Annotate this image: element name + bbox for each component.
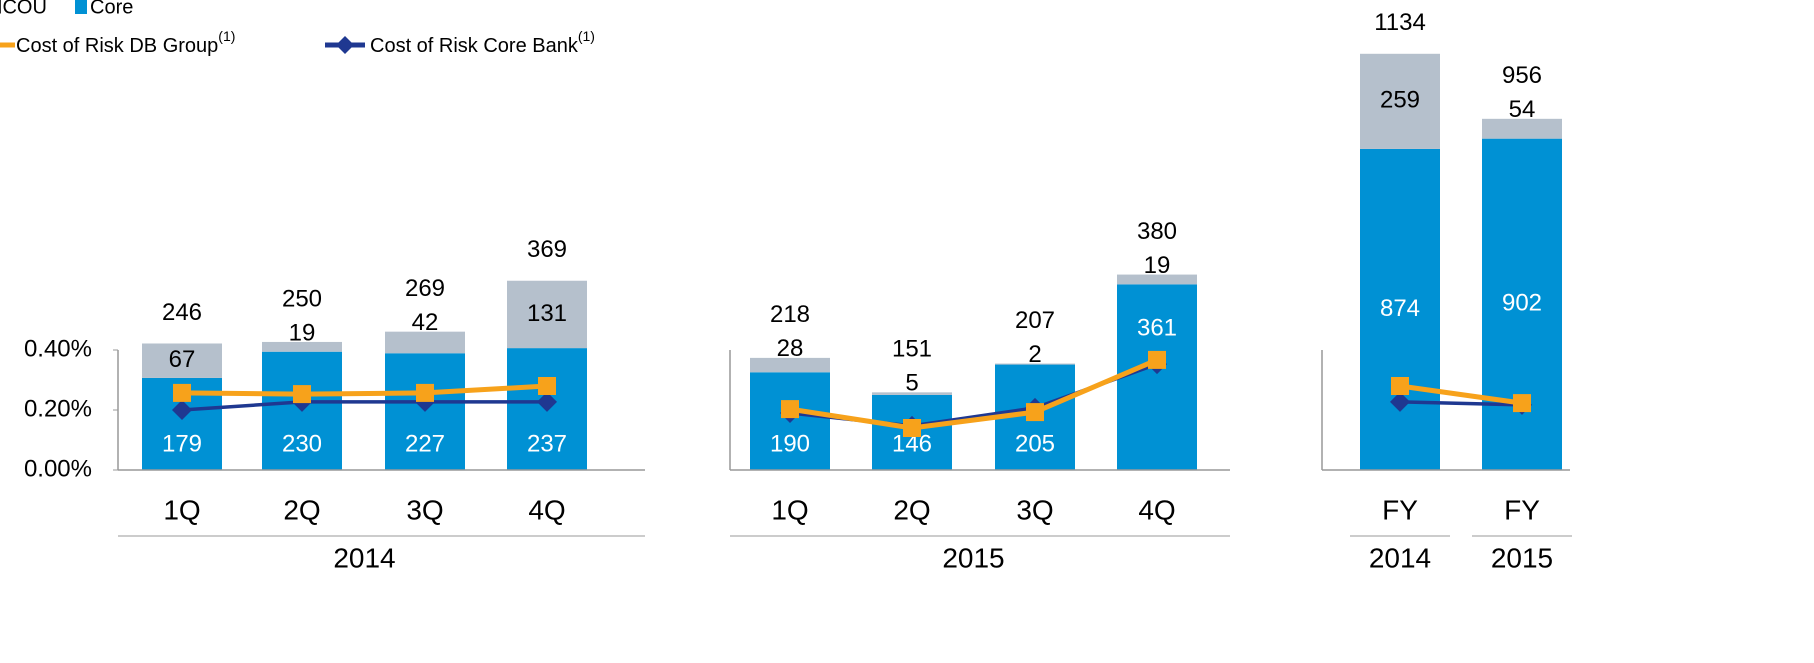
total-label: 369 [527,236,567,263]
legend-note: (1) [578,28,595,44]
group-label: 2015 [1491,542,1553,573]
x-tick-label: 1Q [771,494,808,525]
marker-diamond [537,391,557,412]
total-label: 250 [282,285,322,312]
bar-ncou [750,357,830,373]
core-label: 902 [1502,290,1542,317]
legend-label: Cost of Risk DB Group(1) [16,28,235,58]
bar-ncou [142,343,222,378]
legend-name: Cost of Risk DB Group [16,35,218,57]
line-square [181,383,548,397]
x-tick-label: 3Q [1016,494,1053,525]
legend-note: (1) [218,28,235,44]
core-label: 237 [527,430,567,457]
total-label: 269 [405,275,445,302]
ncou-label: 28 [777,335,804,362]
bar-ncou [385,331,465,354]
ncou-label: 5 [905,370,918,397]
group-label: 2014 [1369,542,1431,573]
total-label: 218 [770,301,810,328]
line-square [789,357,1158,431]
group-label: 2014 [333,542,395,573]
ncou-label: 259 [1380,87,1420,114]
x-tick-label: 4Q [1138,494,1175,525]
x-tick-label: 4Q [528,494,565,525]
x-tick-label: 2Q [893,494,930,525]
marker-square [1148,350,1166,369]
total-label: 207 [1015,307,1055,334]
total-label: 380 [1137,218,1177,245]
legend-name: Cost of Risk Core Bank [370,35,579,57]
x-tick-label: FY [1504,494,1540,525]
bar-ncou [1117,274,1197,285]
line-diamond [1399,400,1523,407]
total-label: 246 [162,299,202,326]
x-tick-label: FY [1382,494,1418,525]
core-label: 874 [1380,295,1420,322]
total-label: 151 [892,336,932,363]
marker-square [538,377,556,395]
ncou-label: 54 [1509,96,1536,123]
y2-tick-label: 0.40% [24,335,92,362]
total-label: 956 [1502,62,1542,89]
x-tick-label: 2Q [283,494,320,525]
legend-swatch [75,0,87,14]
x-tick-label: 1Q [163,494,200,525]
line-diamond [181,400,547,412]
marker-square [1513,394,1531,413]
marker-square [781,400,799,419]
ncou-label: 19 [289,319,316,346]
ncou-label: 131 [527,300,567,327]
legend-label: Cost of Risk Core Bank(1) [370,28,595,58]
marker-square [416,383,434,402]
core-label: 227 [405,430,445,457]
bar-ncou [262,341,342,352]
y2-tick-label: 0.20% [24,395,92,422]
core-label: 179 [162,430,202,457]
bar-ncou [507,280,587,349]
marker-square [903,419,921,437]
marker-diamond [172,400,192,420]
bar-ncou [872,392,952,395]
marker-diamond [1390,391,1410,412]
marker-square [1391,377,1409,395]
marker-square [173,383,191,402]
legend-marker [336,36,354,54]
group-label: 2015 [942,542,1004,573]
core-label: 205 [1015,430,1055,457]
core-label: 190 [770,430,810,457]
bar-ncou [1482,118,1562,139]
bar-core [1360,148,1440,470]
total-label: 1134 [1374,9,1426,36]
y2-tick-label: 0.00% [24,455,92,482]
bar-ncou [995,363,1075,365]
legend-label: NCOU [0,0,47,18]
ncou-label: 2 [1028,341,1041,368]
ncou-label: 42 [412,309,439,336]
ncou-label: 19 [1144,252,1171,279]
core-label: 230 [282,430,322,457]
marker-square [293,385,311,404]
core-label: 361 [1137,315,1177,342]
legend-label: Core [90,0,133,18]
bar-ncou [1360,53,1440,149]
marker-square [1026,403,1044,422]
line-square [1399,383,1523,406]
x-tick-label: 3Q [406,494,443,525]
ncou-label: 67 [169,346,196,373]
bar-core [1117,284,1197,470]
